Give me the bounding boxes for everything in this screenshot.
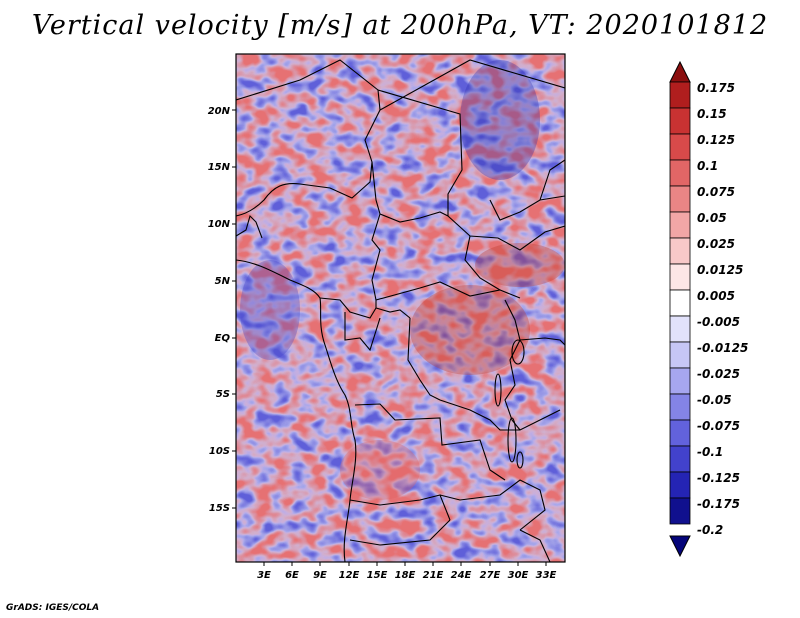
- cb-label-0.025: 0.025: [697, 237, 735, 251]
- lat-label-10n: 10N: [208, 219, 231, 230]
- cb-label-neg0.025: -0.025: [697, 367, 740, 381]
- cb-label-0.125: 0.125: [697, 133, 735, 147]
- cb-label-0.005: 0.005: [697, 289, 735, 303]
- lon-label-12e: 12E: [339, 570, 360, 581]
- colorbar-segment: [669, 393, 691, 421]
- colorbar-segment: [669, 185, 691, 213]
- velocity-field: [236, 54, 565, 562]
- colorbar-segment: [669, 159, 691, 187]
- colorbar-segment: [669, 107, 691, 135]
- lon-label-9e: 9E: [313, 570, 327, 581]
- lon-label-33e: 33E: [536, 570, 557, 581]
- lat-label-5n: 5N: [215, 276, 231, 287]
- lon-label-27e: 27E: [480, 570, 501, 581]
- colorbar-segment: [669, 211, 691, 239]
- cb-label-neg0.0125: -0.0125: [697, 341, 748, 355]
- cb-label-neg0.125: -0.125: [697, 471, 740, 485]
- footer-credit: GrADS: IGES/COLA: [6, 603, 100, 613]
- plot-frame: [235, 53, 566, 563]
- cb-label-neg0.175: -0.175: [697, 497, 740, 511]
- lat-label-20n: 20N: [208, 106, 231, 117]
- colorbar-segment: [669, 289, 691, 317]
- lon-label-21e: 21E: [423, 570, 444, 581]
- lon-label-15e: 15E: [367, 570, 388, 581]
- lon-label-3e: 3E: [257, 570, 271, 581]
- lat-label-15n: 15N: [208, 162, 231, 173]
- colorbar-segment: [669, 81, 691, 109]
- colorbar-segment: [669, 133, 691, 161]
- colorbar-segment: [669, 367, 691, 395]
- lat-label-5s: 5S: [216, 389, 230, 400]
- lat-label-10s: 10S: [209, 446, 230, 457]
- cb-label-neg0.005: -0.005: [697, 315, 740, 329]
- cb-label-neg0.1: -0.1: [697, 445, 723, 459]
- colorbar-bottom-arrow: [669, 535, 691, 558]
- cb-label-0.05: 0.05: [697, 211, 727, 225]
- lon-label-6e: 6E: [285, 570, 299, 581]
- cb-label-0.075: 0.075: [697, 185, 735, 199]
- colorbar-segment: [669, 263, 691, 291]
- cb-label-neg0.075: -0.075: [697, 419, 740, 433]
- lat-label-eq: EQ: [215, 333, 231, 344]
- colorbar-segment: [669, 341, 691, 369]
- colorbar-segment: [669, 315, 691, 343]
- colorbar-segment: [669, 237, 691, 265]
- colorbar-segment: [669, 445, 691, 473]
- lon-label-18e: 18E: [395, 570, 416, 581]
- cb-label-0.1: 0.1: [697, 159, 718, 173]
- colorbar-top-arrow: [669, 60, 691, 83]
- cb-label-0.0125: 0.0125: [697, 263, 743, 277]
- cb-label-neg0.05: -0.05: [697, 393, 732, 407]
- colorbar-segment: [669, 471, 691, 499]
- lat-axis: 20N 15N 10N 5N EQ 5S 10S 15S: [208, 106, 236, 514]
- colorbar-segment: [669, 419, 691, 447]
- lon-axis: 3E 6E 9E 12E 15E 18E 21E 24E 27E 30E 33E: [257, 562, 557, 581]
- cb-label-0.15: 0.15: [697, 107, 727, 121]
- cb-label-neg0.2: -0.2: [697, 523, 723, 537]
- colorbar-segment: [669, 497, 691, 525]
- colorbar: 0.175 0.15 0.125 0.1 0.075 0.05 0.025 0.…: [669, 60, 748, 558]
- lon-label-30e: 30E: [508, 570, 529, 581]
- lat-label-15s: 15S: [209, 503, 230, 514]
- chart-title: Vertical velocity [m/s] at 200hPa, VT: 2…: [31, 10, 769, 41]
- country-borders: [236, 59, 565, 562]
- lon-label-24e: 24E: [451, 570, 472, 581]
- cb-label-0.175: 0.175: [697, 81, 735, 95]
